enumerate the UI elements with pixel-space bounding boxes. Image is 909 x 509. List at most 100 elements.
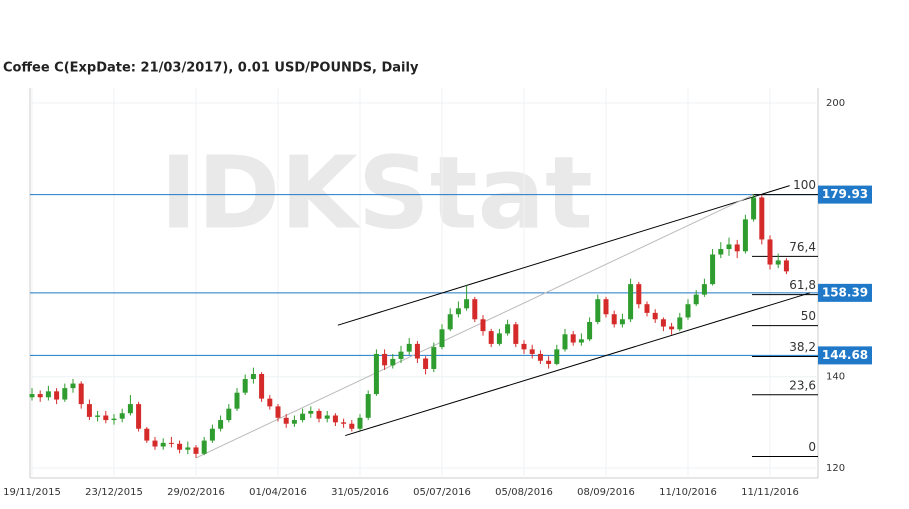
candle-body <box>119 413 125 419</box>
candle-body <box>513 324 519 344</box>
candle-body <box>308 410 314 414</box>
candle-body <box>185 447 191 450</box>
fib-label: 0 <box>808 440 816 454</box>
candle-body <box>669 326 675 330</box>
fib-label: 23,6 <box>789 378 816 392</box>
y-tick-label: 200 <box>826 98 845 109</box>
candle-body <box>341 422 347 424</box>
level-label: 144.68 <box>822 348 868 362</box>
level-label: 179.93 <box>822 187 868 201</box>
candle-body <box>701 284 707 295</box>
x-tick-label: 05/07/2016 <box>413 487 471 498</box>
candle-body <box>751 197 757 220</box>
candle-body <box>127 404 133 414</box>
candle-body <box>226 408 232 421</box>
candle-body <box>103 415 109 421</box>
candle-body <box>529 349 535 354</box>
candle-body <box>480 319 486 332</box>
candle-body <box>54 391 60 400</box>
candle-body <box>611 314 617 325</box>
candle-body <box>349 423 355 429</box>
candle-body <box>595 299 601 322</box>
trendline <box>337 185 790 326</box>
candle-body <box>144 428 150 441</box>
candle-body <box>193 447 199 454</box>
candle-body <box>250 374 256 380</box>
candle-body <box>37 394 43 398</box>
candle-body <box>439 329 445 348</box>
candle-body <box>111 418 117 421</box>
candle-body <box>267 398 273 407</box>
candle-body <box>718 249 724 255</box>
level-box <box>818 283 872 302</box>
candle-body <box>554 349 560 364</box>
candle-body <box>537 353 543 361</box>
candle-body <box>365 394 371 418</box>
x-tick-label: 31/05/2016 <box>331 487 389 498</box>
candle-body <box>677 317 683 330</box>
candle-body <box>660 319 666 327</box>
candle-body <box>578 339 584 343</box>
candle-body <box>136 404 142 429</box>
candle-body <box>759 197 765 240</box>
candle-body <box>783 260 789 272</box>
candle-body <box>259 374 265 399</box>
candle-body <box>628 284 634 320</box>
candle-body <box>464 299 470 309</box>
x-tick-label: 11/11/2016 <box>741 487 799 498</box>
candle-body <box>316 410 322 419</box>
candle-body <box>209 428 215 441</box>
candle-body <box>275 406 281 418</box>
y-tick-label: 140 <box>826 372 845 383</box>
fib-label: 100 <box>793 178 816 192</box>
x-tick-label: 08/09/2016 <box>577 487 635 498</box>
candle-body <box>414 343 420 359</box>
candle-body <box>488 331 494 344</box>
candle-body <box>62 388 68 400</box>
candle-body <box>398 351 404 359</box>
candle-body <box>652 312 658 320</box>
candle-body <box>619 319 625 325</box>
candle-body <box>234 392 240 409</box>
x-tick-label: 01/04/2016 <box>249 487 307 498</box>
fib-label: 38,2 <box>789 340 816 354</box>
candle-body <box>152 440 158 447</box>
candle-body <box>45 391 51 398</box>
candle-body <box>505 324 511 334</box>
level-box <box>818 185 872 204</box>
candle-body <box>218 420 224 429</box>
candle-body <box>29 394 35 398</box>
candle-body <box>373 353 379 395</box>
chart-title: Coffee C(ExpDate: 21/03/2017), 0.01 USD/… <box>3 61 419 76</box>
x-tick-label: 19/11/2015 <box>3 487 61 498</box>
candle-body <box>201 440 207 454</box>
x-tick-label: 05/08/2016 <box>495 487 553 498</box>
candle-body <box>242 379 248 393</box>
candle-body <box>546 360 552 364</box>
x-tick-label: 29/02/2016 <box>167 487 225 498</box>
y-tick-label: 120 <box>826 463 845 474</box>
candle-body <box>636 284 642 305</box>
watermark: IDKStat <box>160 134 593 251</box>
candle-body <box>357 417 363 429</box>
candle-body <box>742 219 748 252</box>
candle-body <box>496 333 502 344</box>
candle-body <box>406 343 412 352</box>
candle-body <box>521 343 527 350</box>
candle-body <box>324 415 330 419</box>
candle-body <box>472 299 478 320</box>
candle-body <box>644 304 650 313</box>
candle-body <box>95 415 101 417</box>
level-box <box>818 346 872 365</box>
candle-body <box>734 244 740 252</box>
candle-body <box>570 334 576 343</box>
fib-label: 61,8 <box>789 278 816 292</box>
candle-body <box>300 413 306 421</box>
trendline <box>345 292 811 437</box>
candle-body <box>423 358 429 369</box>
x-tick-label: 11/10/2016 <box>659 487 717 498</box>
candle-body <box>693 294 699 305</box>
candle-body <box>455 308 461 315</box>
candle-body <box>168 442 174 444</box>
